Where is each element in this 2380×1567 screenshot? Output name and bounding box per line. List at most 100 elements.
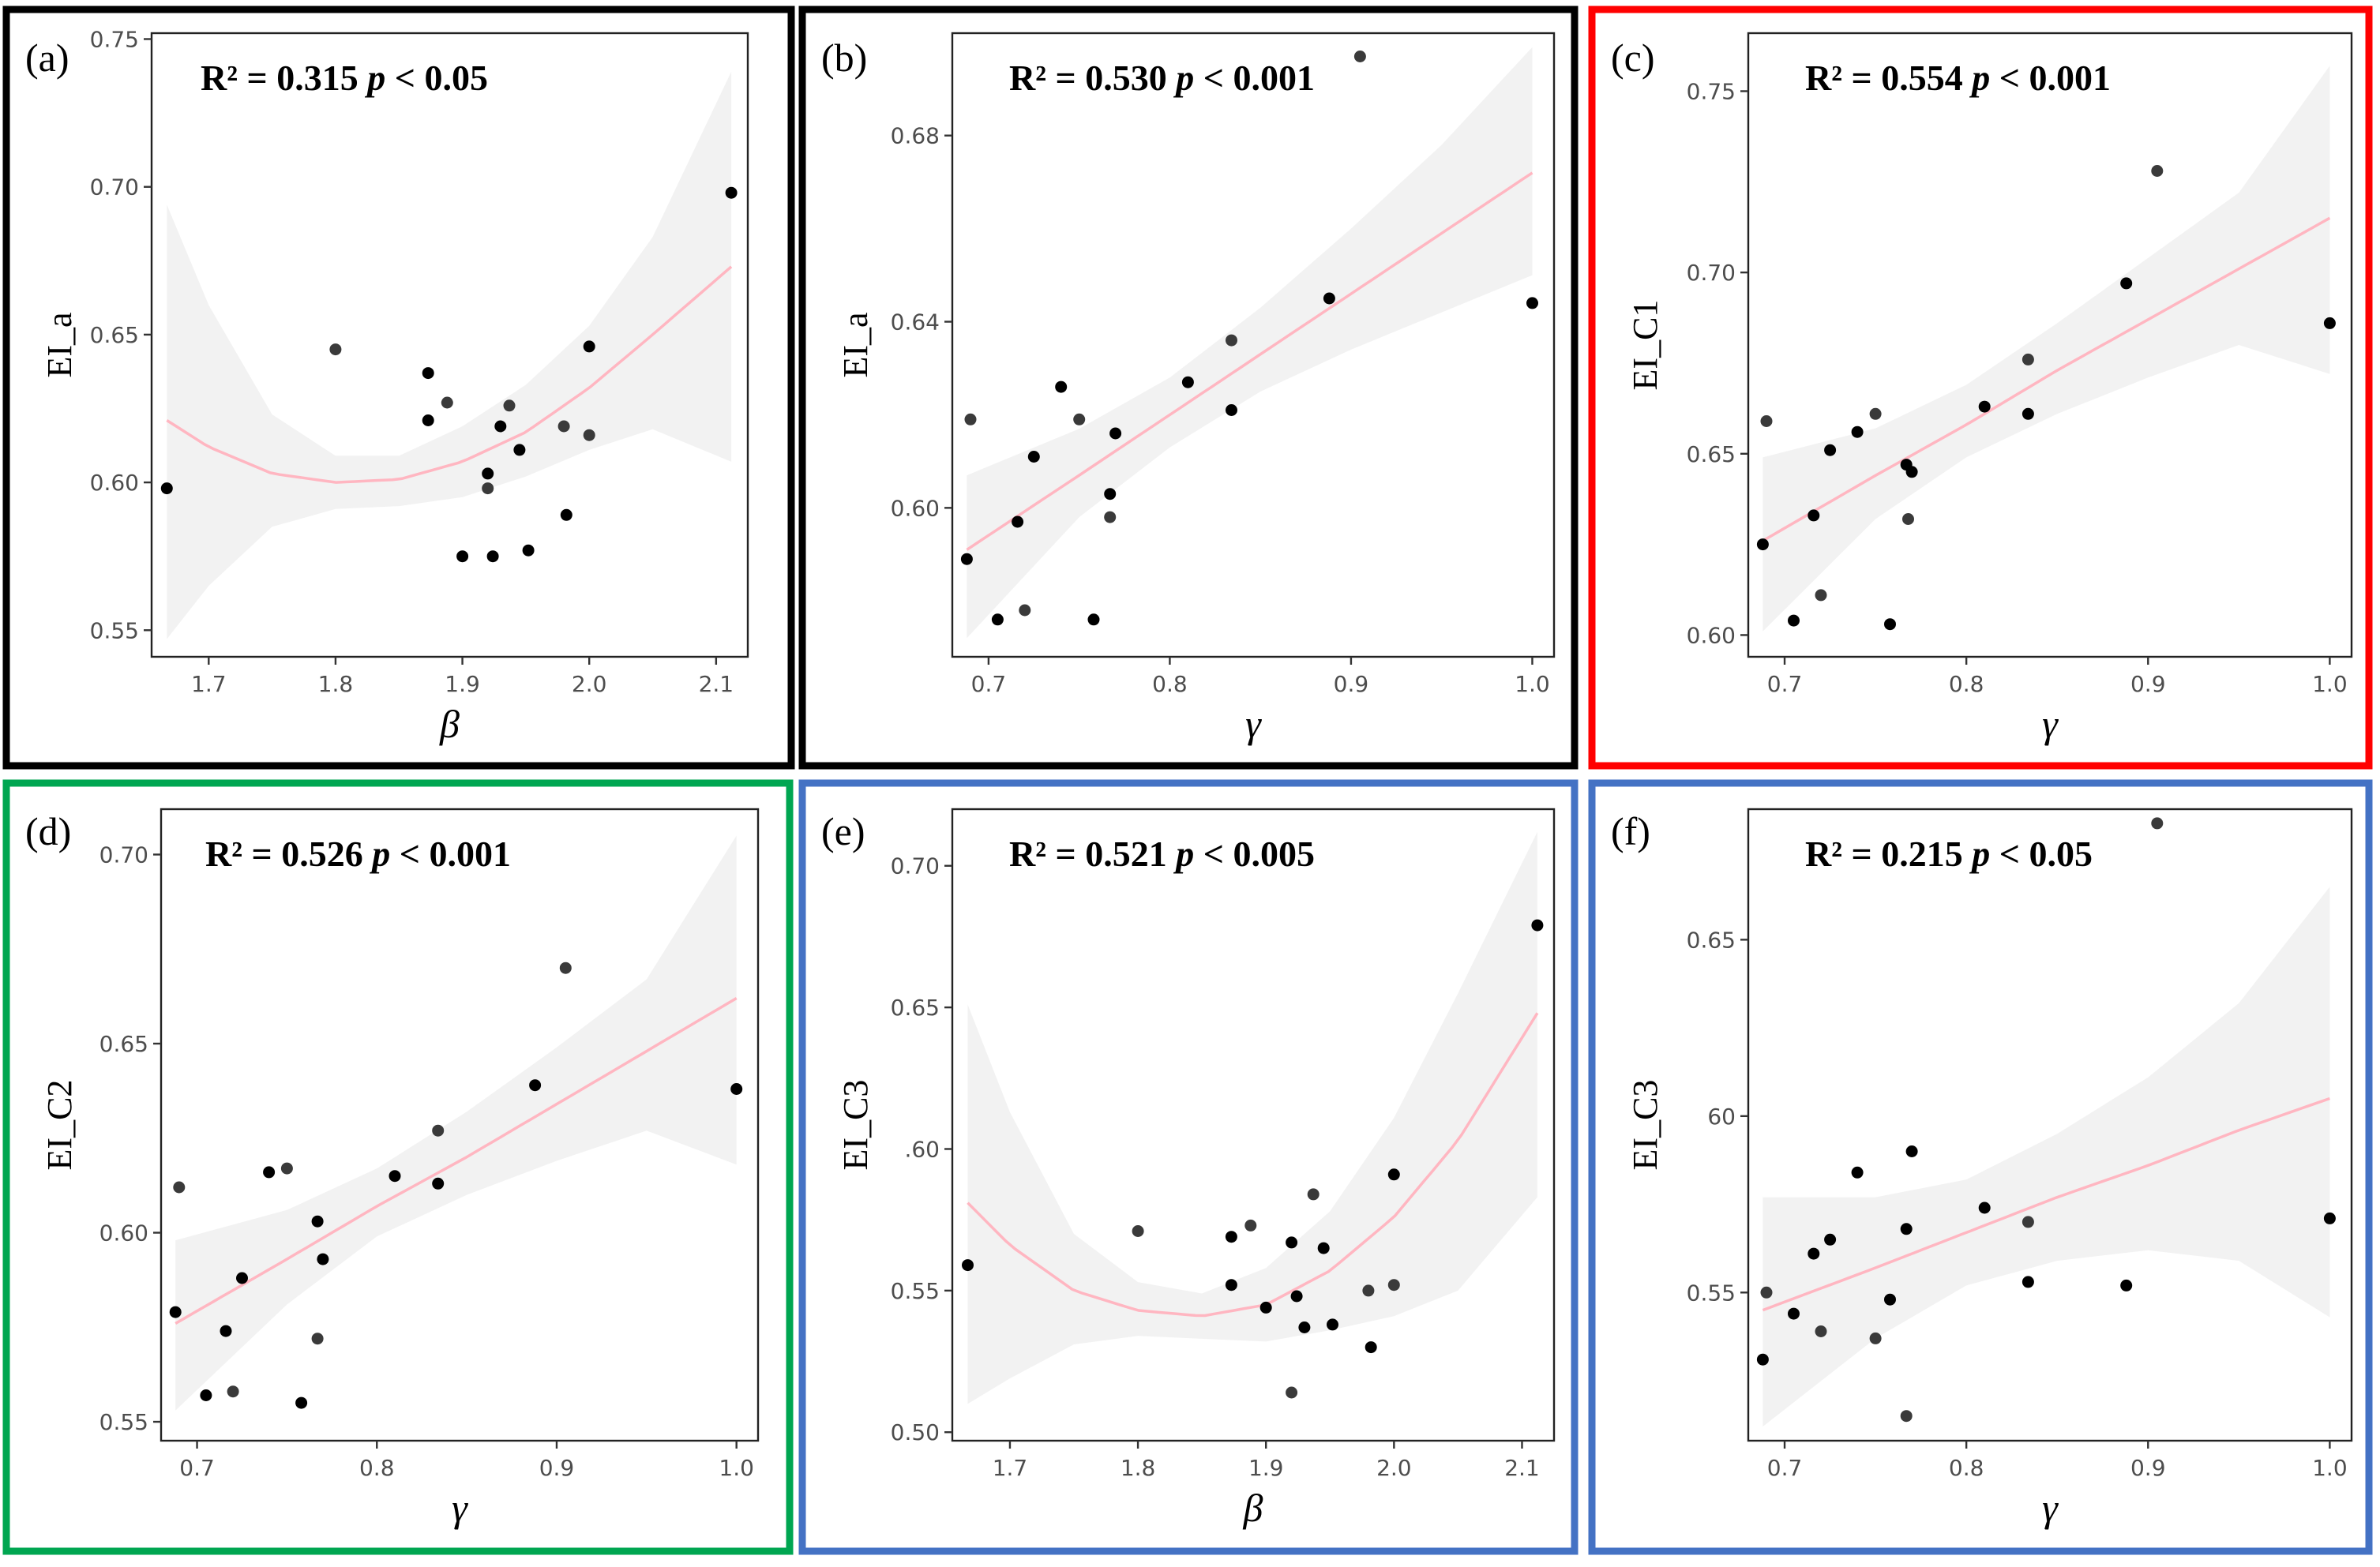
p-value: < 0.005 bbox=[1194, 834, 1315, 874]
x-axis-label: γ bbox=[452, 1486, 468, 1530]
data-point bbox=[422, 367, 434, 380]
y-axis-label: EI_C2 bbox=[40, 1080, 79, 1171]
data-point bbox=[311, 1333, 324, 1345]
stats-annotation: R² = 0.521 p < 0.005 bbox=[1009, 834, 1315, 874]
data-point bbox=[1365, 1341, 1377, 1354]
data-point bbox=[513, 444, 526, 456]
p-value: < 0.001 bbox=[1194, 58, 1315, 98]
data-point bbox=[263, 1166, 276, 1179]
data-point bbox=[494, 420, 507, 433]
x-tick-label: 0.8 bbox=[359, 1455, 395, 1481]
data-point bbox=[1019, 604, 1031, 617]
y-axis-label: EI_C3 bbox=[1626, 1080, 1665, 1171]
p-value: < 0.05 bbox=[385, 58, 488, 98]
x-tick-label: 0.9 bbox=[539, 1455, 575, 1481]
panel-label: (e) bbox=[821, 809, 865, 853]
x-tick-label: 1.7 bbox=[993, 1455, 1028, 1481]
r-squared: R² = 0.554 bbox=[1805, 58, 1972, 98]
data-point bbox=[2323, 317, 2336, 329]
data-point bbox=[441, 396, 453, 409]
data-point bbox=[1286, 1386, 1298, 1399]
data-point bbox=[559, 962, 572, 974]
confidence-band bbox=[175, 835, 737, 1411]
data-point bbox=[1087, 613, 1100, 626]
y-axis-label: EI_C3 bbox=[836, 1080, 875, 1171]
data-point bbox=[2120, 277, 2133, 290]
y-tick-label: 0.65 bbox=[1687, 927, 1736, 953]
data-point bbox=[295, 1396, 308, 1409]
data-point bbox=[1290, 1290, 1303, 1303]
y-tick-label: 0.65 bbox=[99, 1031, 148, 1057]
data-point bbox=[1027, 451, 1040, 463]
y-tick-label: 0.75 bbox=[1687, 78, 1736, 104]
y-tick-label: 0.55 bbox=[90, 617, 139, 643]
x-tick-label: 0.8 bbox=[1949, 1455, 1984, 1481]
data-point bbox=[1387, 1279, 1400, 1291]
panel-a: 1.7 1.8 1.9 2.0 2.1 0.55 0.60 0.65 0.70 0.75 β EI_a… bbox=[2, 6, 795, 770]
panel-label: (b) bbox=[821, 36, 867, 80]
data-point bbox=[432, 1177, 445, 1190]
data-point bbox=[311, 1215, 324, 1228]
data-point bbox=[1012, 515, 1024, 528]
data-point bbox=[1760, 415, 1773, 427]
data-point bbox=[1851, 425, 1864, 438]
y-tick-label: 0.60 bbox=[891, 495, 940, 521]
data-point bbox=[522, 544, 535, 557]
data-point bbox=[1905, 1145, 1918, 1157]
panel-d: 0.7 0.8 0.9 1.0 0.55 0.60 0.65 0.70 γ EI_C2 (d) R² … bbox=[2, 779, 794, 1555]
data-point bbox=[1298, 1321, 1311, 1333]
data-point bbox=[389, 1170, 401, 1183]
data-point bbox=[456, 550, 469, 563]
panel-border bbox=[798, 779, 1579, 1555]
data-point bbox=[560, 508, 572, 521]
data-point bbox=[2323, 1212, 2336, 1224]
panel-e: 1.7 1.8 1.9 2.0 2.1 0.50 0.55 .60 0.65 0.70 β EI_C3… bbox=[798, 779, 1579, 1555]
x-tick-label: 0.7 bbox=[1767, 1455, 1803, 1481]
x-tick-label: 1.8 bbox=[318, 671, 354, 697]
y-tick-label: 0.55 bbox=[99, 1409, 148, 1435]
data-point bbox=[991, 613, 1004, 626]
data-point bbox=[2151, 165, 2164, 177]
data-point bbox=[317, 1253, 329, 1265]
p-symbol: p bbox=[369, 834, 390, 874]
data-point bbox=[1286, 1236, 1298, 1249]
data-point bbox=[1978, 400, 1991, 413]
y-tick-label: 0.55 bbox=[1687, 1280, 1736, 1306]
data-point bbox=[1824, 444, 1837, 456]
data-point bbox=[227, 1385, 239, 1398]
y-axis-label: EI_a bbox=[40, 312, 79, 377]
y-tick-label: 0.50 bbox=[891, 1419, 940, 1445]
data-point bbox=[1902, 513, 1914, 525]
data-point bbox=[1884, 1293, 1896, 1306]
panel-border bbox=[1588, 6, 2373, 770]
data-point bbox=[1362, 1284, 1375, 1297]
data-point bbox=[173, 1181, 186, 1194]
data-point bbox=[1226, 334, 1237, 347]
data-point bbox=[2021, 1276, 2034, 1288]
y-tick-label: 0.75 bbox=[90, 26, 139, 52]
panel-c: 0.7 0.8 0.9 1.0 0.60 0.65 0.70 0.75 γ EI_C1 (c) R² … bbox=[1588, 6, 2373, 770]
y-tick-label: 0.70 bbox=[1687, 260, 1736, 286]
x-tick-label: 2.0 bbox=[1376, 1455, 1412, 1481]
plot-content bbox=[1762, 887, 2330, 1427]
x-tick-label: 1.9 bbox=[445, 671, 480, 697]
x-tick-label: 1.7 bbox=[191, 671, 227, 697]
data-point bbox=[1073, 413, 1086, 425]
panel-border bbox=[798, 6, 1579, 770]
p-symbol: p bbox=[1969, 834, 1990, 874]
confidence-band bbox=[1762, 887, 2330, 1427]
data-point bbox=[1788, 614, 1800, 627]
r-squared: R² = 0.530 bbox=[1009, 58, 1176, 98]
panel-label: (c) bbox=[1611, 36, 1655, 80]
data-point bbox=[730, 1083, 743, 1095]
data-point bbox=[2151, 817, 2164, 830]
r-squared: R² = 0.521 bbox=[1009, 834, 1176, 874]
y-tick-label: 60 bbox=[1707, 1104, 1736, 1130]
data-point bbox=[1526, 297, 1538, 309]
stats-annotation: R² = 0.530 p < 0.001 bbox=[1009, 58, 1315, 98]
fit-line bbox=[175, 996, 738, 1325]
x-tick-label: 1.9 bbox=[1248, 1455, 1284, 1481]
stats-annotation: R² = 0.315 p < 0.05 bbox=[201, 58, 488, 98]
y-tick-label: 0.60 bbox=[99, 1220, 148, 1246]
